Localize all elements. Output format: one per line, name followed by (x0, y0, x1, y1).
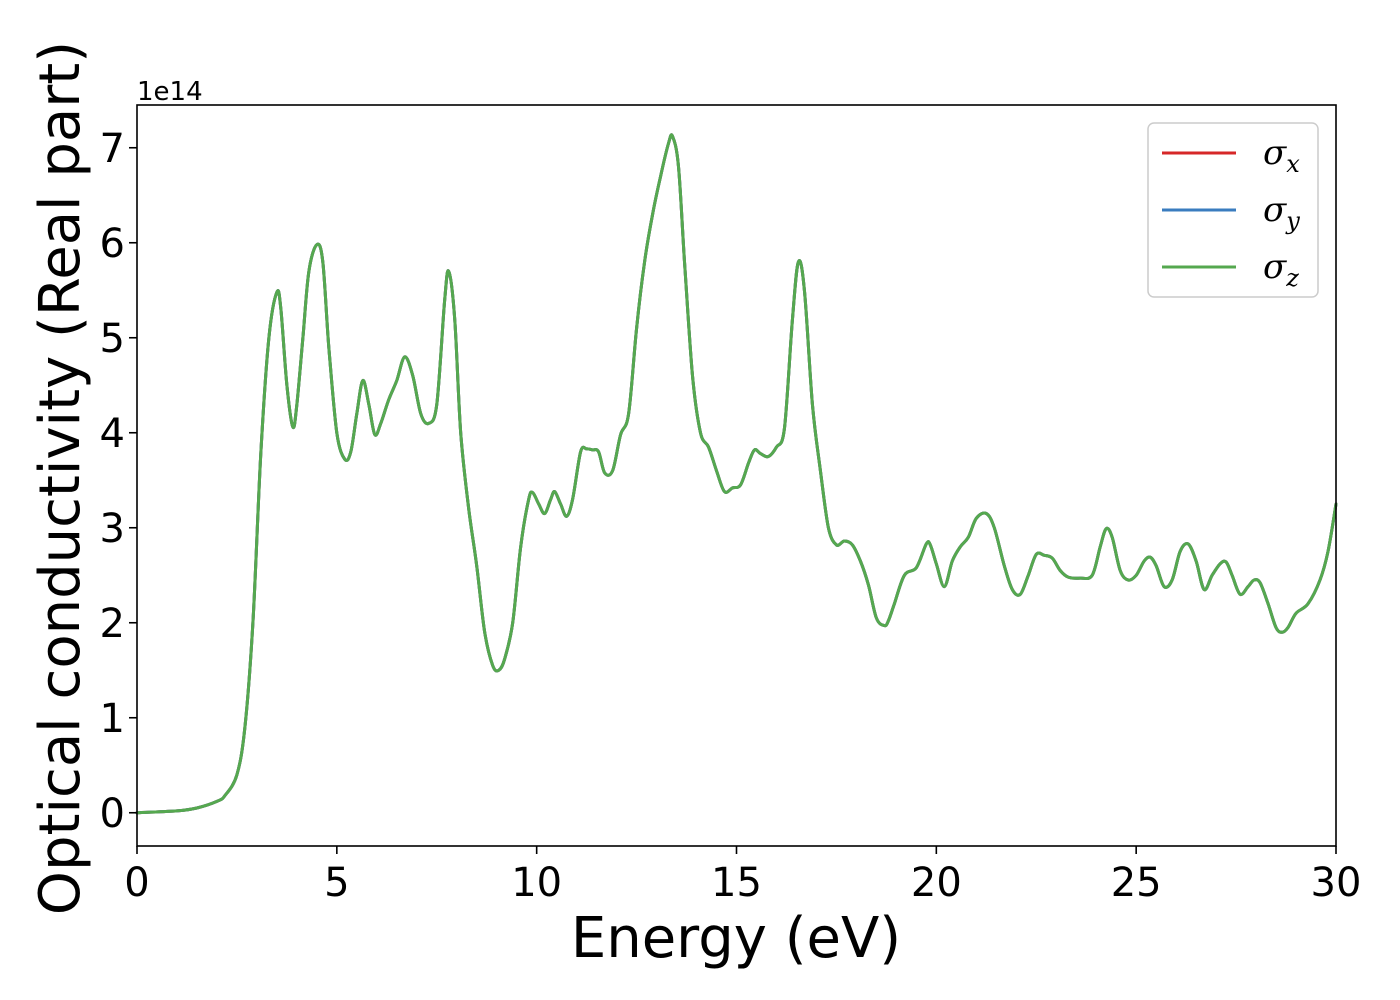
x-tick-label: 10 (511, 860, 562, 906)
x-axis-ticks: 0 5 10 15 20 25 30 (124, 846, 1361, 906)
x-tick-label: 30 (1311, 860, 1362, 906)
x-tick-label: 20 (911, 860, 962, 906)
y-tick-label: 2 (100, 601, 125, 647)
y-tick-label: 7 (100, 126, 125, 172)
y-tick-label: 3 (100, 506, 125, 552)
x-tick-label: 25 (1111, 860, 1162, 906)
y-axis-offset-label: 1e14 (137, 77, 203, 107)
y-tick-label: 6 (100, 221, 125, 267)
x-tick-label: 5 (324, 860, 349, 906)
y-tick-label: 5 (100, 316, 125, 362)
y-axis-label: Optical conductivity (Real part) (28, 41, 93, 915)
x-axis-label: Energy (eV) (571, 906, 901, 971)
y-tick-label: 1 (100, 696, 125, 742)
y-axis-ticks: 0 1 2 3 4 5 6 7 (100, 126, 137, 837)
x-tick-label: 15 (711, 860, 762, 906)
series-layer (135, 133, 1338, 815)
y-tick-label: 4 (100, 411, 125, 457)
x-tick-label: 0 (124, 860, 149, 906)
series-line-sigma-z (135, 133, 1338, 815)
y-tick-label: 0 (100, 791, 125, 837)
